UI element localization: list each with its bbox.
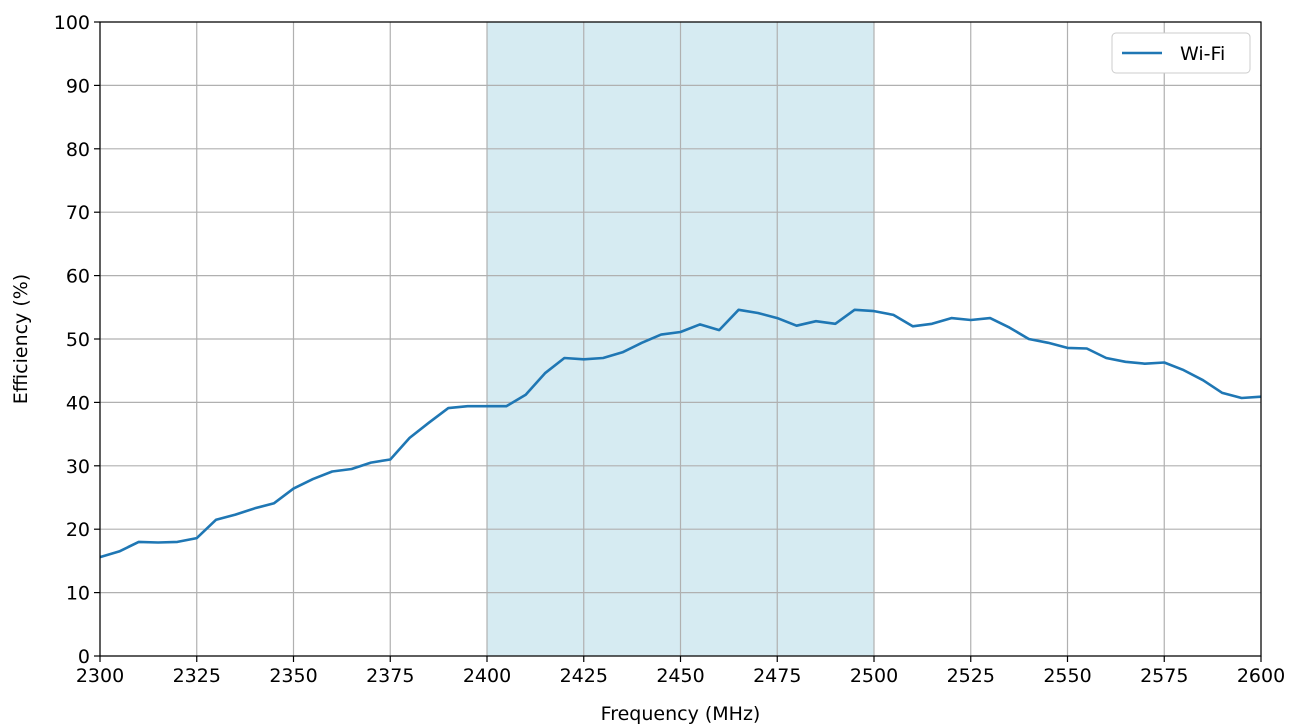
x-tick-label: 2600 <box>1237 665 1285 687</box>
y-tick-label: 20 <box>66 519 90 541</box>
x-tick-label: 2375 <box>366 665 414 687</box>
x-tick-label: 2575 <box>1140 665 1188 687</box>
x-tick-label: 2400 <box>463 665 511 687</box>
legend-box <box>1111 32 1251 74</box>
y-tick-label: 70 <box>66 202 90 224</box>
x-tick-label: 2525 <box>947 665 995 687</box>
y-tick-label: 100 <box>54 12 90 34</box>
y-tick-label: 50 <box>66 329 90 351</box>
x-tick-label: 2300 <box>76 665 124 687</box>
series-line-wifi <box>99 308 1262 559</box>
y-tick-label: 0 <box>78 646 90 668</box>
grid-lines <box>99 21 1262 657</box>
y-tick-label: 80 <box>66 139 90 161</box>
legend-label-wifi: Wi-Fi <box>1180 43 1225 65</box>
y-tick-label: 30 <box>66 456 90 478</box>
x-axis-label: Frequency (MHz) <box>601 703 761 725</box>
y-axis-label: Efficiency (%) <box>10 274 32 404</box>
x-axis-ticks: 2300 2325 2350 2375 2400 2425 2450 2475 2500 2525… <box>76 656 1285 687</box>
x-tick-label: 2475 <box>753 665 801 687</box>
x-tick-label: 2500 <box>850 665 898 687</box>
y-tick-label: 10 <box>66 583 90 605</box>
x-tick-label: 2550 <box>1043 665 1091 687</box>
x-tick-label: 2425 <box>560 665 608 687</box>
y-tick-label: 40 <box>66 392 90 414</box>
x-tick-label: 2450 <box>656 665 704 687</box>
y-tick-label: 60 <box>66 266 90 288</box>
y-tick-label: 90 <box>66 75 90 97</box>
x-tick-label: 2325 <box>173 665 221 687</box>
y-axis-ticks: 0 10 20 30 40 50 60 70 80 90 100 <box>54 12 100 668</box>
x-tick-label: 2350 <box>269 665 317 687</box>
legend: Wi-Fi <box>1111 32 1251 74</box>
